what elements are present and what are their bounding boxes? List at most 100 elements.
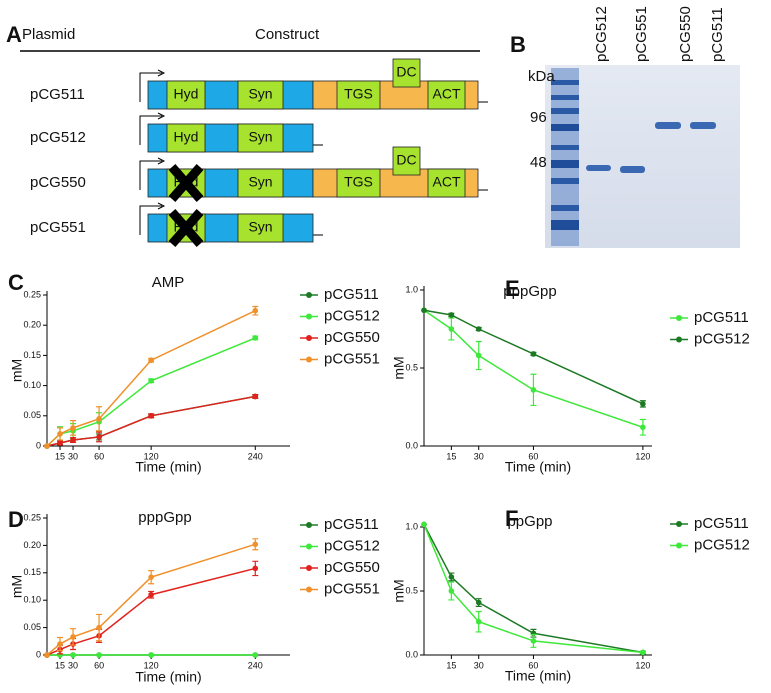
x-tick-label: 120 [635, 451, 650, 461]
y-axis-label: mM [9, 359, 25, 382]
knockout-x [168, 164, 204, 202]
domain-box [166, 123, 206, 153]
domain-box [336, 80, 381, 110]
domain-label: ACT [433, 174, 461, 190]
promoter-arrow [139, 72, 162, 102]
legend-label: pCG511 [694, 515, 749, 532]
data-point [96, 652, 102, 658]
data-point [96, 434, 102, 440]
y-tick-label: 0 [36, 649, 41, 659]
data-point [148, 377, 154, 384]
arrow-head [157, 157, 166, 165]
domain-label: DC [396, 152, 416, 168]
domain-box [237, 80, 284, 110]
panel-letter: E [505, 276, 520, 301]
unit-label: kDa [528, 68, 555, 85]
header-construct: Construct [255, 26, 320, 43]
x-tick-label: 240 [248, 451, 263, 461]
y-tick-label: 0.05 [23, 410, 41, 420]
data-point [57, 440, 63, 446]
legend-marker [306, 292, 312, 298]
data-point [70, 652, 76, 658]
data-point [421, 307, 427, 314]
data-point [148, 574, 154, 580]
data-point [148, 591, 154, 598]
y-tick-label: 0.20 [23, 540, 41, 550]
y-tick-label: 1.0 [405, 521, 418, 531]
legend-marker [676, 336, 682, 343]
legend-marker [306, 565, 312, 571]
data-point [475, 618, 482, 625]
legend-label: pCG511 [324, 286, 379, 303]
y-tick-label: 0.0 [405, 649, 418, 659]
x-axis-label: Time (min) [135, 459, 201, 475]
domain-label: DC [396, 64, 416, 80]
data-point [148, 652, 154, 658]
legend-label: pCG512 [324, 307, 380, 324]
y-axis-label: mM [9, 575, 25, 598]
data-point [57, 641, 63, 647]
y-tick-label: 0.15 [23, 350, 41, 360]
data-point [44, 652, 50, 658]
data-point [96, 416, 102, 422]
legend-marker [306, 356, 312, 363]
legend-label: pCG551 [324, 580, 380, 597]
legend-label: pCG551 [324, 350, 380, 367]
domain-label: Syn [248, 129, 272, 145]
x-tick-label: 30 [474, 451, 484, 461]
legend-label: pCG550 [324, 559, 380, 576]
data-point [252, 335, 259, 341]
data-point [448, 312, 455, 318]
plasmid-label: pCG551 [30, 219, 86, 236]
domain-box [237, 123, 284, 153]
y-axis-label: mM [391, 356, 407, 379]
series-line [46, 543, 256, 656]
y-tick-label: 1.0 [405, 284, 418, 294]
data-point [421, 521, 427, 528]
x-tick-label: 60 [94, 660, 104, 670]
plasmid-label: pCG512 [30, 129, 86, 146]
x-tick-label: 30 [474, 660, 484, 670]
legend-marker [676, 315, 682, 321]
data-point [148, 357, 154, 364]
legend-label: pCG512 [324, 537, 380, 554]
x-tick-label: 15 [55, 660, 65, 670]
legend-marker [306, 313, 312, 320]
plasmid-label: pCG511 [30, 86, 85, 103]
gel-image [545, 65, 740, 248]
x-tick-label: 15 [446, 451, 456, 461]
header-plasmid: Plasmid [22, 26, 75, 43]
data-point [475, 326, 482, 332]
marker-label: 48 [530, 154, 547, 171]
y-tick-label: 0.10 [23, 380, 41, 390]
data-point [448, 588, 455, 594]
data-point [252, 393, 259, 400]
domain-box [392, 58, 421, 88]
legend-marker [306, 586, 312, 593]
legend-marker [676, 542, 682, 549]
plasmid-label: pCG550 [30, 174, 86, 191]
data-point [70, 425, 76, 431]
series-line [46, 395, 256, 447]
x-tick-label: 240 [248, 660, 263, 670]
lane-label: pCG511 [709, 7, 726, 62]
data-point [70, 634, 76, 640]
y-axis-label: mM [391, 579, 407, 602]
knockout-x [168, 209, 204, 247]
legend-marker [306, 522, 312, 528]
y-tick-label: 0.5 [405, 362, 418, 372]
data-point [475, 352, 482, 359]
legend-marker [306, 543, 312, 550]
x-tick-label: 60 [94, 451, 104, 461]
x-axis-label: Time (min) [135, 669, 201, 685]
y-tick-label: 0.0 [405, 440, 418, 450]
data-point [640, 424, 646, 431]
x-tick-label: 15 [446, 660, 456, 670]
lane-label: pCG551 [633, 6, 650, 62]
data-point [530, 351, 537, 357]
x-tick-label: 120 [144, 660, 159, 670]
domain-label: TGS [344, 86, 373, 102]
data-point [448, 574, 455, 580]
domain-box [237, 213, 284, 243]
